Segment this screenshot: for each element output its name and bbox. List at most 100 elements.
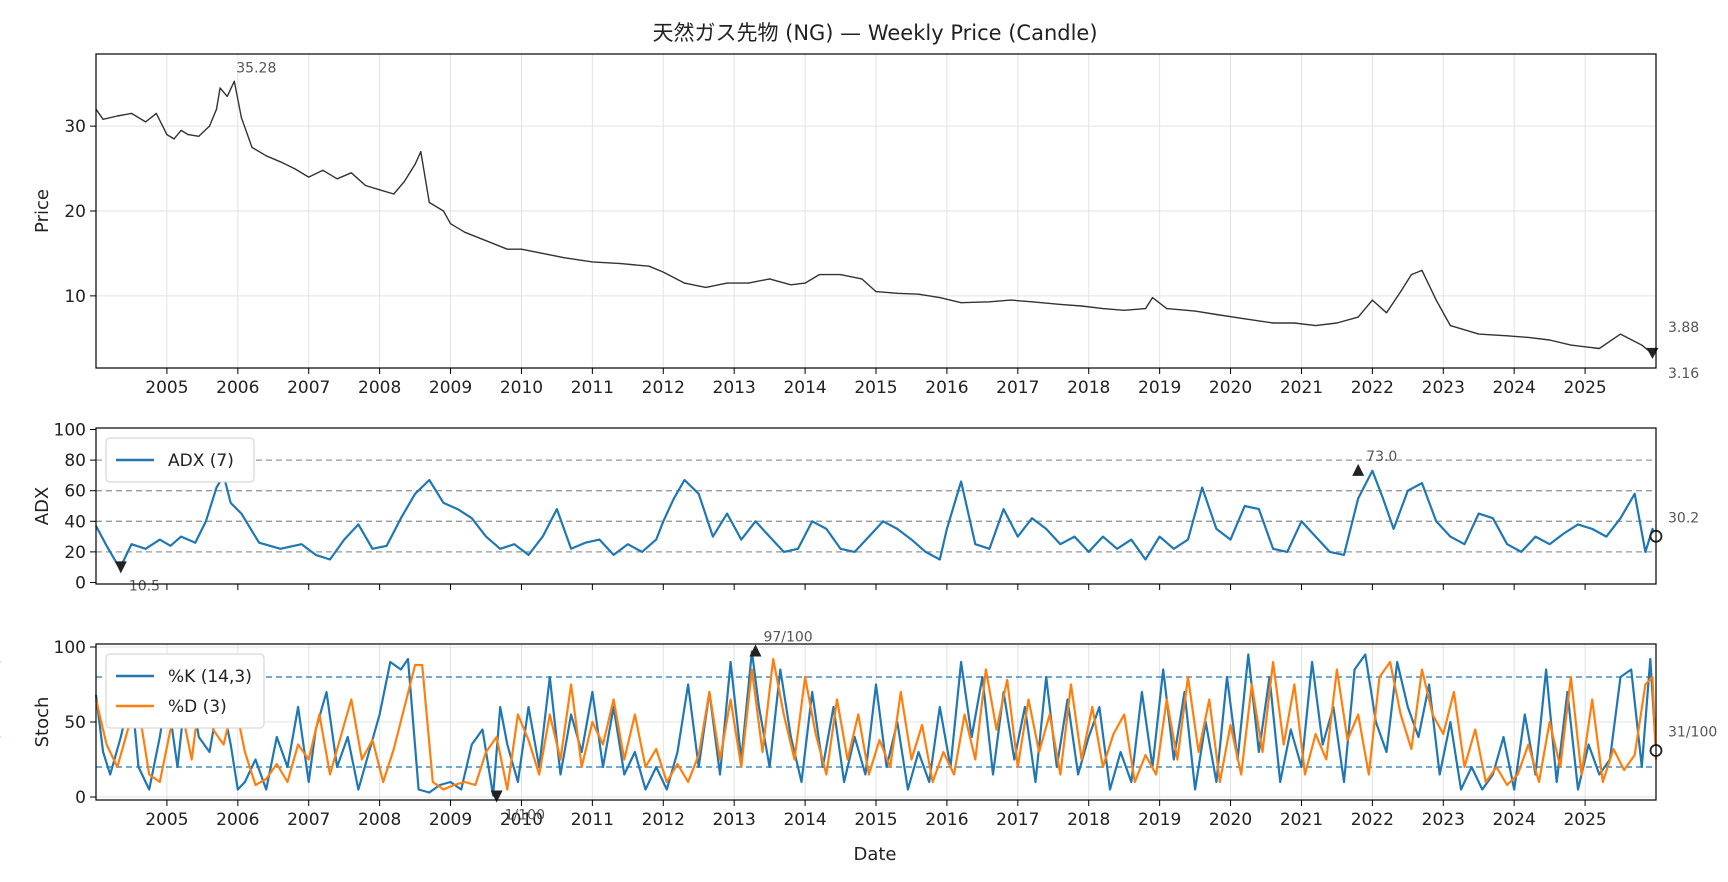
y-tick-label: 60 <box>64 482 86 502</box>
data-point <box>726 282 728 284</box>
data-point <box>265 788 267 791</box>
data-point <box>350 698 352 701</box>
data-point <box>1017 535 1019 538</box>
data-point <box>988 548 991 550</box>
data-point <box>847 758 849 761</box>
data-point <box>176 766 179 768</box>
data-point <box>251 146 253 148</box>
data-point <box>886 766 888 768</box>
data-point <box>1634 754 1636 756</box>
data-point <box>687 683 689 686</box>
x-tick-label: 2005 <box>145 378 188 398</box>
legend-label: ADX (7) <box>168 451 234 471</box>
adx-legend: ADX (7) <box>105 437 255 483</box>
x-tick-label: 2015 <box>854 810 897 830</box>
data-point <box>315 554 317 556</box>
data-point <box>1598 773 1600 776</box>
data-point <box>1194 788 1196 791</box>
data-point <box>102 751 104 753</box>
data-point <box>655 539 657 541</box>
data-point <box>1357 713 1359 716</box>
data-point <box>513 543 515 545</box>
data-point <box>1325 758 1327 761</box>
data-point <box>1378 676 1381 678</box>
data-point <box>917 751 920 753</box>
data-point <box>1400 291 1402 293</box>
data-point <box>499 706 501 708</box>
data-point <box>964 713 966 716</box>
data-point <box>1549 721 1551 723</box>
data-point <box>538 773 540 776</box>
data-point <box>1591 698 1593 701</box>
series-line <box>94 650 1658 797</box>
data-point <box>527 706 530 708</box>
data-point <box>442 210 445 212</box>
data-point <box>439 784 441 786</box>
data-point <box>644 766 647 768</box>
data-point <box>1463 766 1466 768</box>
y-tick-label: 10 <box>64 287 86 307</box>
annotation-label: 73.0 <box>1366 449 1397 465</box>
data-point <box>747 282 749 284</box>
data-point <box>1300 766 1303 768</box>
data-point <box>839 548 842 550</box>
data-point <box>506 788 508 791</box>
data-point <box>960 661 962 663</box>
data-point <box>836 698 838 701</box>
data-point <box>1346 739 1349 741</box>
data-point <box>1336 322 1338 324</box>
data-point <box>740 766 742 768</box>
data-point <box>208 125 211 127</box>
data-point <box>1407 706 1409 708</box>
data-point <box>1357 316 1359 318</box>
data-point <box>673 497 675 499</box>
x-tick-label: 2006 <box>216 810 259 830</box>
data-point <box>627 543 629 545</box>
data-point <box>527 554 530 556</box>
data-point <box>1478 513 1480 515</box>
data-point <box>1577 523 1579 525</box>
data-point <box>981 676 983 678</box>
data-point <box>414 493 416 495</box>
data-point <box>1598 347 1600 350</box>
data-point <box>864 773 866 776</box>
data-point <box>400 517 402 519</box>
x-tick-label: 2024 <box>1493 378 1536 398</box>
data-point <box>1605 535 1607 538</box>
legend-frame <box>105 437 255 483</box>
data-point <box>1240 773 1242 776</box>
data-point <box>804 676 806 678</box>
data-point <box>449 781 452 783</box>
x-tick-label: 2018 <box>1067 810 1110 830</box>
x-tick-label: 2015 <box>854 378 897 398</box>
data-point <box>698 766 700 768</box>
data-point <box>1570 676 1572 678</box>
x-tick-label: 2022 <box>1351 810 1394 830</box>
data-point <box>1123 713 1125 716</box>
data-point <box>1183 691 1186 693</box>
data-point <box>1527 336 1529 339</box>
data-point <box>751 668 753 671</box>
data-point <box>418 788 420 791</box>
data-point <box>1641 344 1643 346</box>
data-point <box>347 736 349 738</box>
data-point <box>1421 269 1423 272</box>
data-point <box>1534 535 1537 538</box>
data-point <box>1538 781 1540 783</box>
x-tick-label: 2022 <box>1351 378 1394 398</box>
data-point <box>1336 668 1338 671</box>
data-point <box>939 296 941 299</box>
data-point <box>1229 539 1232 541</box>
annotation-label: 35.28 <box>236 60 276 76</box>
data-point <box>878 739 881 741</box>
x-tick-label: 2021 <box>1280 810 1323 830</box>
data-point <box>325 691 328 693</box>
data-point <box>666 781 668 783</box>
data-point <box>761 751 764 753</box>
data-point <box>432 781 434 783</box>
data-point <box>485 240 487 242</box>
data-point <box>1460 788 1462 791</box>
data-point <box>159 539 161 541</box>
data-point <box>244 781 246 783</box>
